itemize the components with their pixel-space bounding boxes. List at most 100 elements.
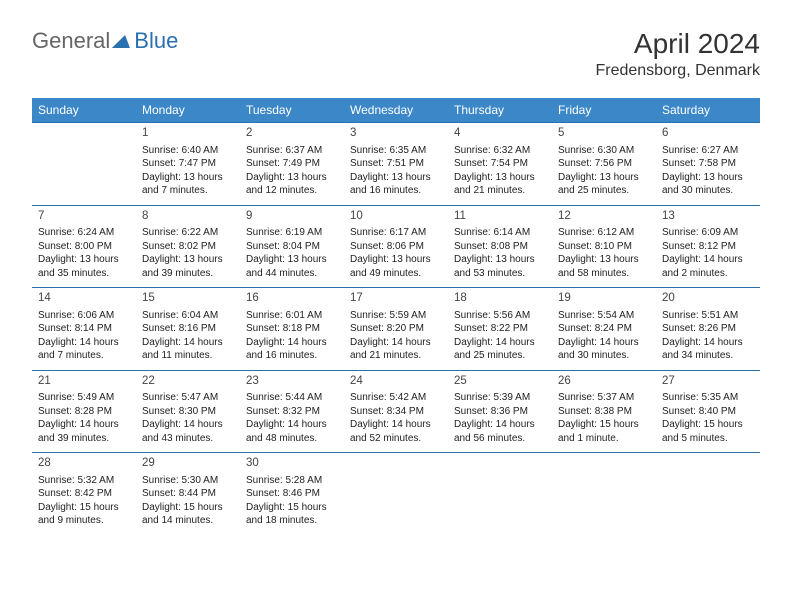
calendar-blank-cell bbox=[344, 453, 448, 535]
sunrise-text: Sunrise: 6:04 AM bbox=[142, 309, 234, 323]
daylight-text: Daylight: 14 hours and 34 minutes. bbox=[662, 336, 754, 363]
calendar-day-cell: 14Sunrise: 6:06 AMSunset: 8:14 PMDayligh… bbox=[32, 288, 136, 371]
sunrise-text: Sunrise: 6:12 AM bbox=[558, 226, 650, 240]
daylight-text: Daylight: 14 hours and 7 minutes. bbox=[38, 336, 130, 363]
day-number: 25 bbox=[454, 374, 546, 390]
sunrise-text: Sunrise: 6:24 AM bbox=[38, 226, 130, 240]
calendar-day-cell: 8Sunrise: 6:22 AMSunset: 8:02 PMDaylight… bbox=[136, 205, 240, 288]
daylight-text: Daylight: 13 hours and 44 minutes. bbox=[246, 253, 338, 280]
weekday-header: Sunday bbox=[32, 98, 136, 123]
day-number: 21 bbox=[38, 374, 130, 390]
day-number: 13 bbox=[662, 209, 754, 225]
sunrise-text: Sunrise: 5:51 AM bbox=[662, 309, 754, 323]
calendar-day-cell: 5Sunrise: 6:30 AMSunset: 7:56 PMDaylight… bbox=[552, 123, 656, 206]
sunset-text: Sunset: 8:46 PM bbox=[246, 487, 338, 501]
sunrise-text: Sunrise: 6:01 AM bbox=[246, 309, 338, 323]
sunset-text: Sunset: 7:49 PM bbox=[246, 157, 338, 171]
sunrise-text: Sunrise: 6:37 AM bbox=[246, 144, 338, 158]
sunrise-text: Sunrise: 6:09 AM bbox=[662, 226, 754, 240]
calendar-blank-cell bbox=[552, 453, 656, 535]
weekday-header: Saturday bbox=[656, 98, 760, 123]
sunrise-text: Sunrise: 5:47 AM bbox=[142, 391, 234, 405]
calendar-day-cell: 17Sunrise: 5:59 AMSunset: 8:20 PMDayligh… bbox=[344, 288, 448, 371]
calendar-day-cell: 11Sunrise: 6:14 AMSunset: 8:08 PMDayligh… bbox=[448, 205, 552, 288]
sunrise-text: Sunrise: 5:54 AM bbox=[558, 309, 650, 323]
calendar-day-cell: 21Sunrise: 5:49 AMSunset: 8:28 PMDayligh… bbox=[32, 370, 136, 453]
day-number: 2 bbox=[246, 126, 338, 142]
sunset-text: Sunset: 8:14 PM bbox=[38, 322, 130, 336]
calendar-day-cell: 20Sunrise: 5:51 AMSunset: 8:26 PMDayligh… bbox=[656, 288, 760, 371]
calendar-day-cell: 18Sunrise: 5:56 AMSunset: 8:22 PMDayligh… bbox=[448, 288, 552, 371]
sunrise-text: Sunrise: 5:49 AM bbox=[38, 391, 130, 405]
sunset-text: Sunset: 8:26 PM bbox=[662, 322, 754, 336]
sunrise-text: Sunrise: 6:14 AM bbox=[454, 226, 546, 240]
sunrise-text: Sunrise: 5:28 AM bbox=[246, 474, 338, 488]
sunset-text: Sunset: 7:58 PM bbox=[662, 157, 754, 171]
sunset-text: Sunset: 8:04 PM bbox=[246, 240, 338, 254]
sunrise-text: Sunrise: 5:56 AM bbox=[454, 309, 546, 323]
sunset-text: Sunset: 8:22 PM bbox=[454, 322, 546, 336]
day-number: 15 bbox=[142, 291, 234, 307]
calendar-body: 1Sunrise: 6:40 AMSunset: 7:47 PMDaylight… bbox=[32, 123, 760, 535]
title-block: April 2024 Fredensborg, Denmark bbox=[595, 28, 760, 80]
calendar-day-cell: 13Sunrise: 6:09 AMSunset: 8:12 PMDayligh… bbox=[656, 205, 760, 288]
calendar-day-cell: 29Sunrise: 5:30 AMSunset: 8:44 PMDayligh… bbox=[136, 453, 240, 535]
sunrise-text: Sunrise: 6:22 AM bbox=[142, 226, 234, 240]
day-number: 26 bbox=[558, 374, 650, 390]
calendar-week-row: 21Sunrise: 5:49 AMSunset: 8:28 PMDayligh… bbox=[32, 370, 760, 453]
daylight-text: Daylight: 15 hours and 18 minutes. bbox=[246, 501, 338, 528]
sunset-text: Sunset: 8:08 PM bbox=[454, 240, 546, 254]
day-number: 27 bbox=[662, 374, 754, 390]
daylight-text: Daylight: 13 hours and 12 minutes. bbox=[246, 171, 338, 198]
calendar-day-cell: 12Sunrise: 6:12 AMSunset: 8:10 PMDayligh… bbox=[552, 205, 656, 288]
calendar-day-cell: 1Sunrise: 6:40 AMSunset: 7:47 PMDaylight… bbox=[136, 123, 240, 206]
day-number: 29 bbox=[142, 456, 234, 472]
calendar-week-row: 28Sunrise: 5:32 AMSunset: 8:42 PMDayligh… bbox=[32, 453, 760, 535]
sunrise-text: Sunrise: 5:35 AM bbox=[662, 391, 754, 405]
sunrise-text: Sunrise: 6:19 AM bbox=[246, 226, 338, 240]
sunset-text: Sunset: 8:38 PM bbox=[558, 405, 650, 419]
calendar-day-cell: 27Sunrise: 5:35 AMSunset: 8:40 PMDayligh… bbox=[656, 370, 760, 453]
sunset-text: Sunset: 8:20 PM bbox=[350, 322, 442, 336]
sunrise-text: Sunrise: 6:17 AM bbox=[350, 226, 442, 240]
calendar-week-row: 1Sunrise: 6:40 AMSunset: 7:47 PMDaylight… bbox=[32, 123, 760, 206]
daylight-text: Daylight: 14 hours and 39 minutes. bbox=[38, 418, 130, 445]
day-number: 9 bbox=[246, 209, 338, 225]
logo-text-general: General bbox=[32, 28, 110, 54]
sunset-text: Sunset: 8:40 PM bbox=[662, 405, 754, 419]
sunrise-text: Sunrise: 6:40 AM bbox=[142, 144, 234, 158]
day-number: 16 bbox=[246, 291, 338, 307]
sunset-text: Sunset: 8:32 PM bbox=[246, 405, 338, 419]
brand-logo: General Blue bbox=[32, 28, 178, 54]
sunrise-text: Sunrise: 6:27 AM bbox=[662, 144, 754, 158]
sunset-text: Sunset: 8:12 PM bbox=[662, 240, 754, 254]
sunrise-text: Sunrise: 5:59 AM bbox=[350, 309, 442, 323]
sunset-text: Sunset: 8:00 PM bbox=[38, 240, 130, 254]
daylight-text: Daylight: 14 hours and 16 minutes. bbox=[246, 336, 338, 363]
day-number: 18 bbox=[454, 291, 546, 307]
daylight-text: Daylight: 14 hours and 48 minutes. bbox=[246, 418, 338, 445]
daylight-text: Daylight: 13 hours and 25 minutes. bbox=[558, 171, 650, 198]
calendar-day-cell: 6Sunrise: 6:27 AMSunset: 7:58 PMDaylight… bbox=[656, 123, 760, 206]
sunset-text: Sunset: 8:30 PM bbox=[142, 405, 234, 419]
day-number: 8 bbox=[142, 209, 234, 225]
daylight-text: Daylight: 14 hours and 30 minutes. bbox=[558, 336, 650, 363]
day-number: 11 bbox=[454, 209, 546, 225]
day-number: 4 bbox=[454, 126, 546, 142]
daylight-text: Daylight: 13 hours and 30 minutes. bbox=[662, 171, 754, 198]
sunset-text: Sunset: 8:10 PM bbox=[558, 240, 650, 254]
weekday-header: Thursday bbox=[448, 98, 552, 123]
daylight-text: Daylight: 14 hours and 11 minutes. bbox=[142, 336, 234, 363]
sunrise-text: Sunrise: 6:30 AM bbox=[558, 144, 650, 158]
daylight-text: Daylight: 14 hours and 2 minutes. bbox=[662, 253, 754, 280]
calendar-blank-cell bbox=[448, 453, 552, 535]
weekday-header: Tuesday bbox=[240, 98, 344, 123]
weekday-header: Friday bbox=[552, 98, 656, 123]
daylight-text: Daylight: 14 hours and 43 minutes. bbox=[142, 418, 234, 445]
calendar-week-row: 14Sunrise: 6:06 AMSunset: 8:14 PMDayligh… bbox=[32, 288, 760, 371]
daylight-text: Daylight: 13 hours and 58 minutes. bbox=[558, 253, 650, 280]
page-subtitle: Fredensborg, Denmark bbox=[595, 62, 760, 80]
calendar-blank-cell bbox=[32, 123, 136, 206]
daylight-text: Daylight: 15 hours and 5 minutes. bbox=[662, 418, 754, 445]
daylight-text: Daylight: 15 hours and 14 minutes. bbox=[142, 501, 234, 528]
